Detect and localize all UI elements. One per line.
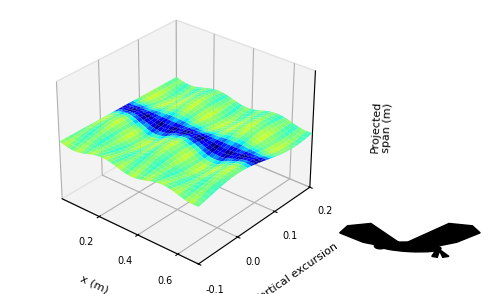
- X-axis label: x (m): x (m): [79, 273, 110, 294]
- Polygon shape: [402, 223, 480, 249]
- Ellipse shape: [379, 242, 441, 252]
- Polygon shape: [340, 223, 402, 249]
- Ellipse shape: [374, 243, 386, 249]
- Y-axis label: Vertical excursion: Vertical excursion: [252, 242, 339, 294]
- Polygon shape: [432, 248, 449, 257]
